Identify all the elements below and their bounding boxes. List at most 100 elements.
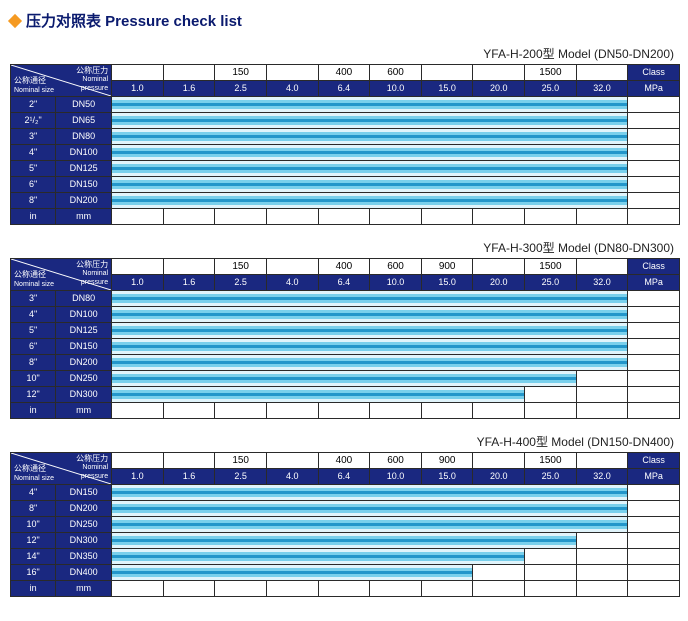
class-value (266, 65, 318, 81)
mpa-value: 6.4 (318, 275, 370, 291)
size-mm: DN125 (56, 323, 112, 339)
mpa-value: 10.0 (370, 81, 422, 97)
mpa-value: 32.0 (576, 81, 628, 97)
pressure-bar (112, 565, 473, 581)
class-value: 150 (215, 453, 267, 469)
table-row: 2"DN50 (11, 97, 680, 113)
pressure-bar (112, 291, 628, 307)
pressure-bar (112, 517, 628, 533)
size-mm: DN300 (56, 387, 112, 403)
mpa-value: 20.0 (473, 275, 525, 291)
table-row: 10"DN250 (11, 517, 680, 533)
empty-cell (215, 209, 267, 225)
empty-cell (112, 581, 164, 597)
table-row: 4"DN150 (11, 485, 680, 501)
class-header: Class (628, 259, 680, 275)
mpa-value: 32.0 (576, 275, 628, 291)
class-value (112, 453, 164, 469)
empty-cell (576, 581, 628, 597)
class-value: 150 (215, 65, 267, 81)
footer-mm: mm (56, 209, 112, 225)
pressure-bar (112, 485, 628, 501)
mpa-value: 15.0 (421, 469, 473, 485)
empty-cell (628, 339, 680, 355)
mpa-value: 1.6 (163, 275, 215, 291)
class-value: 1500 (525, 259, 577, 275)
mpa-value: 1.6 (163, 469, 215, 485)
class-value: 150 (215, 259, 267, 275)
size-in: 8" (11, 501, 56, 517)
table-row: 10"DN250 (11, 371, 680, 387)
size-in: 12" (11, 387, 56, 403)
size-mm: DN200 (56, 355, 112, 371)
empty-cell (525, 581, 577, 597)
mpa-value: 10.0 (370, 469, 422, 485)
empty-cell (576, 565, 628, 581)
table-row: 6"DN150 (11, 339, 680, 355)
mpa-value: 2.5 (215, 469, 267, 485)
empty-cell (628, 485, 680, 501)
empty-cell (370, 403, 422, 419)
table-row: 8"DN200 (11, 193, 680, 209)
table-row: 4"DN100 (11, 307, 680, 323)
size-mm: DN50 (56, 97, 112, 113)
model-label: YFA-H-300型 Model (DN80-DN300) (10, 239, 678, 256)
table-row: 8"DN200 (11, 355, 680, 371)
size-in: 5" (11, 323, 56, 339)
mpa-value: 20.0 (473, 469, 525, 485)
empty-cell (576, 549, 628, 565)
class-value: 600 (370, 453, 422, 469)
diagonal-header: 公称压力Nominalpressure 公称通径Nominal size (11, 453, 112, 485)
diagonal-header: 公称压力Nominalpressure 公称通径Nominal size (11, 259, 112, 291)
size-in: 14" (11, 549, 56, 565)
empty-cell (318, 209, 370, 225)
empty-cell (473, 565, 525, 581)
table-row: 16"DN400 (11, 565, 680, 581)
empty-cell (266, 581, 318, 597)
empty-cell (163, 209, 215, 225)
empty-cell (628, 403, 680, 419)
empty-cell (576, 387, 628, 403)
empty-cell (318, 403, 370, 419)
class-value (576, 65, 628, 81)
empty-cell (576, 533, 628, 549)
pressure-bar (112, 307, 628, 323)
empty-cell (421, 209, 473, 225)
size-in: 12" (11, 533, 56, 549)
empty-cell (525, 209, 577, 225)
size-in: 3" (11, 291, 56, 307)
class-value (421, 65, 473, 81)
size-mm: DN150 (56, 485, 112, 501)
footer-in: in (11, 403, 56, 419)
empty-cell (628, 307, 680, 323)
mpa-value: 2.5 (215, 275, 267, 291)
class-value: 900 (421, 259, 473, 275)
class-value (576, 259, 628, 275)
empty-cell (628, 97, 680, 113)
empty-cell (112, 403, 164, 419)
empty-cell (112, 209, 164, 225)
size-in: 5" (11, 161, 56, 177)
empty-cell (628, 193, 680, 209)
pressure-table: 公称压力Nominalpressure 公称通径Nominal size1504… (10, 64, 680, 225)
diamond-icon (8, 13, 22, 27)
mpa-header: MPa (628, 275, 680, 291)
class-header: Class (628, 453, 680, 469)
mpa-value: 6.4 (318, 81, 370, 97)
mpa-header: MPa (628, 81, 680, 97)
size-in: 10" (11, 517, 56, 533)
empty-cell (628, 129, 680, 145)
page-title: 压力对照表 Pressure check list (26, 10, 242, 31)
size-in: 6" (11, 339, 56, 355)
empty-cell (266, 209, 318, 225)
pressure-bar (112, 371, 577, 387)
empty-cell (266, 403, 318, 419)
size-in: 8" (11, 355, 56, 371)
mpa-value: 15.0 (421, 275, 473, 291)
empty-cell (473, 403, 525, 419)
class-value: 1500 (525, 65, 577, 81)
class-value (473, 259, 525, 275)
mpa-value: 1.0 (112, 275, 164, 291)
size-mm: DN65 (56, 113, 112, 129)
table-row: 14"DN350 (11, 549, 680, 565)
